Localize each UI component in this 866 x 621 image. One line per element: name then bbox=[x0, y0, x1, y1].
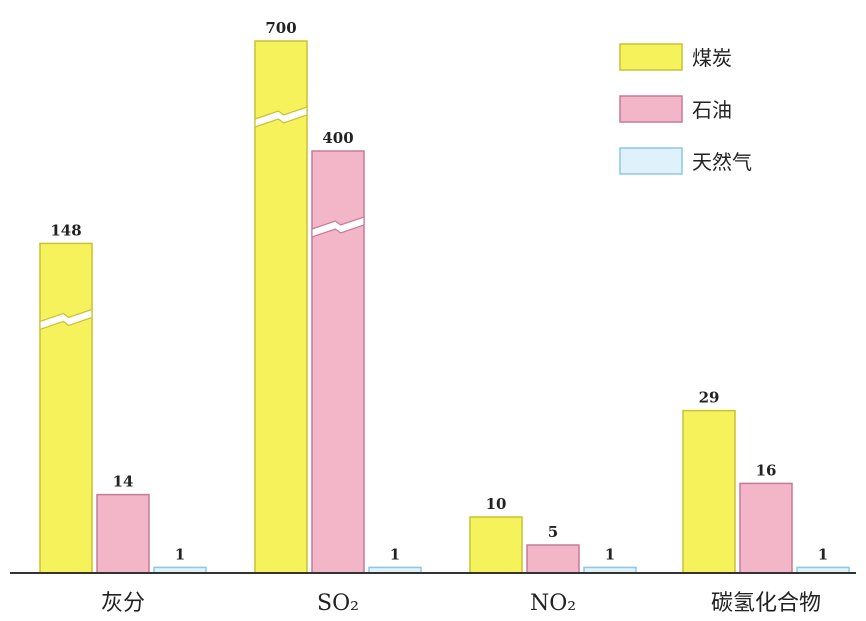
bar-2-1 bbox=[526, 544, 580, 574]
axis-break-1-1 bbox=[311, 216, 365, 238]
x-tick-label-3: 碳氢化合物 bbox=[711, 591, 821, 616]
value-label-1-1: 400 bbox=[322, 129, 353, 147]
value-label-3-0: 29 bbox=[699, 389, 720, 407]
value-label-2-0: 10 bbox=[486, 495, 507, 513]
legend-swatch-0 bbox=[619, 43, 683, 71]
x-tick-label-0: 灰分 bbox=[101, 591, 145, 616]
legend-label-0: 煤炭 bbox=[692, 46, 732, 70]
legend-swatch-1 bbox=[619, 95, 683, 123]
value-label-0-0: 148 bbox=[50, 221, 81, 239]
value-label-3-1: 16 bbox=[756, 461, 777, 479]
bar-0-0 bbox=[39, 242, 93, 574]
value-label-2-2: 1 bbox=[605, 545, 615, 563]
x-tick-label-1: SO₂ bbox=[317, 591, 359, 616]
x-tick-labels: 灰分 SO₂ NO₂ 碳氢化合物 bbox=[101, 591, 821, 616]
legend-swatch-2 bbox=[619, 147, 683, 175]
axis-break-1-0 bbox=[254, 106, 308, 128]
value-label-0-2: 1 bbox=[175, 545, 185, 563]
bar-1-1 bbox=[311, 150, 365, 574]
value-label-0-1: 14 bbox=[113, 473, 134, 491]
bar-2-0 bbox=[469, 516, 523, 574]
bar-3-0 bbox=[682, 409, 736, 574]
value-label-2-1: 5 bbox=[548, 523, 558, 541]
value-labels-layer: 148 14 1 700 400 1 10 5 1 29 16 1 bbox=[50, 19, 828, 563]
value-label-3-2: 1 bbox=[818, 545, 828, 563]
bar-1-0 bbox=[254, 40, 308, 574]
x-tick-label-2: NO₂ bbox=[530, 591, 576, 616]
value-label-1-0: 700 bbox=[265, 19, 296, 37]
legend-label-2: 天然气 bbox=[692, 150, 752, 174]
axis-break-0-0 bbox=[39, 308, 93, 331]
bar-0-1 bbox=[96, 493, 150, 574]
bar-3-1 bbox=[739, 482, 793, 574]
legend-label-1: 石油 bbox=[692, 98, 732, 122]
value-label-1-2: 1 bbox=[390, 545, 400, 563]
